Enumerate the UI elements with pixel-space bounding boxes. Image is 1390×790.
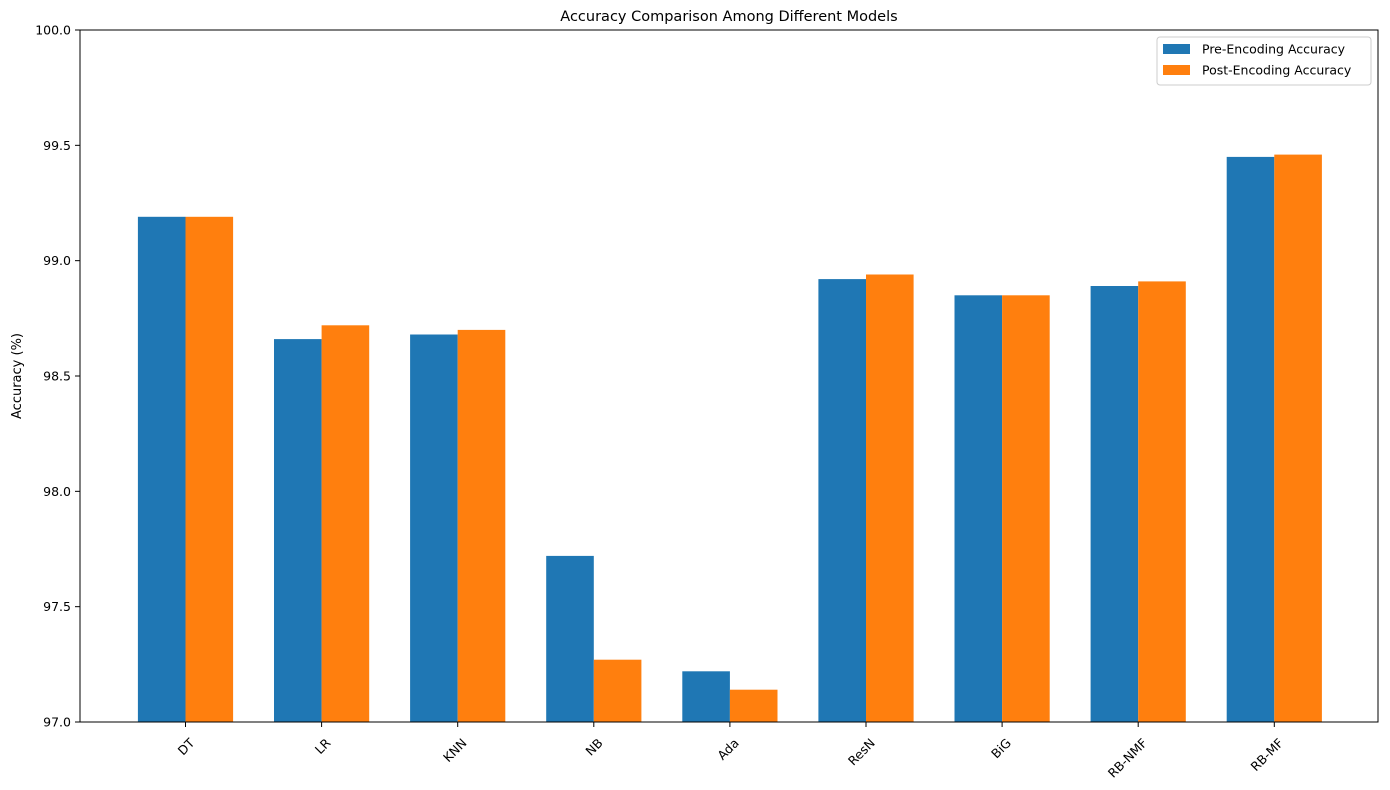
y-tick-label: 97.0 (43, 715, 71, 730)
chart-title: Accuracy Comparison Among Different Mode… (560, 9, 897, 25)
legend-label-pre-encoding: Pre-Encoding Accuracy (1202, 42, 1346, 57)
legend: Pre-Encoding Accuracy Post-Encoding Accu… (1156, 36, 1372, 86)
bar-post-knn (457, 329, 506, 722)
bar-pre-nb (546, 555, 594, 722)
bar-post-big (1002, 295, 1050, 722)
bar-pre-ada (682, 671, 730, 722)
y-tick-label: 97.5 (43, 599, 71, 614)
y-tick-label: 100.0 (35, 23, 71, 38)
y-tick-label: 98.0 (43, 484, 71, 499)
bar-pre-big (954, 295, 1003, 722)
bar-post-resn (866, 274, 914, 722)
y-axis-label: Accuracy (%) (10, 333, 25, 419)
bar-pre-rb-nmf (1090, 286, 1139, 722)
plot-frame (79, 29, 1379, 723)
bar-pre-knn (410, 334, 458, 722)
bar-post-lr (321, 325, 370, 722)
bar-pre-rb-mf (1226, 156, 1275, 722)
bars-group (137, 154, 1322, 723)
bar-post-ada (729, 689, 778, 722)
y-tick-label: 98.5 (43, 369, 71, 384)
legend-swatch-pre-encoding (1163, 44, 1190, 54)
bar-pre-lr (274, 339, 322, 722)
bar-pre-resn (818, 279, 866, 722)
legend-label-post-encoding: Post-Encoding Accuracy (1202, 63, 1352, 78)
y-tick-label: 99.0 (43, 253, 71, 268)
y-ticks-group: 97.0 97.5 98.0 98.5 99.0 99.5 100.0 (35, 23, 80, 730)
y-tick-label: 99.5 (43, 138, 71, 153)
bar-post-dt (185, 216, 234, 723)
bar-post-rb-nmf (1138, 281, 1186, 722)
legend-box (1156, 36, 1372, 86)
bar-post-nb (593, 659, 642, 722)
bar-post-rb-mf (1274, 154, 1322, 723)
bar-pre-dt (137, 216, 186, 723)
legend-swatch-post-encoding (1163, 65, 1190, 75)
